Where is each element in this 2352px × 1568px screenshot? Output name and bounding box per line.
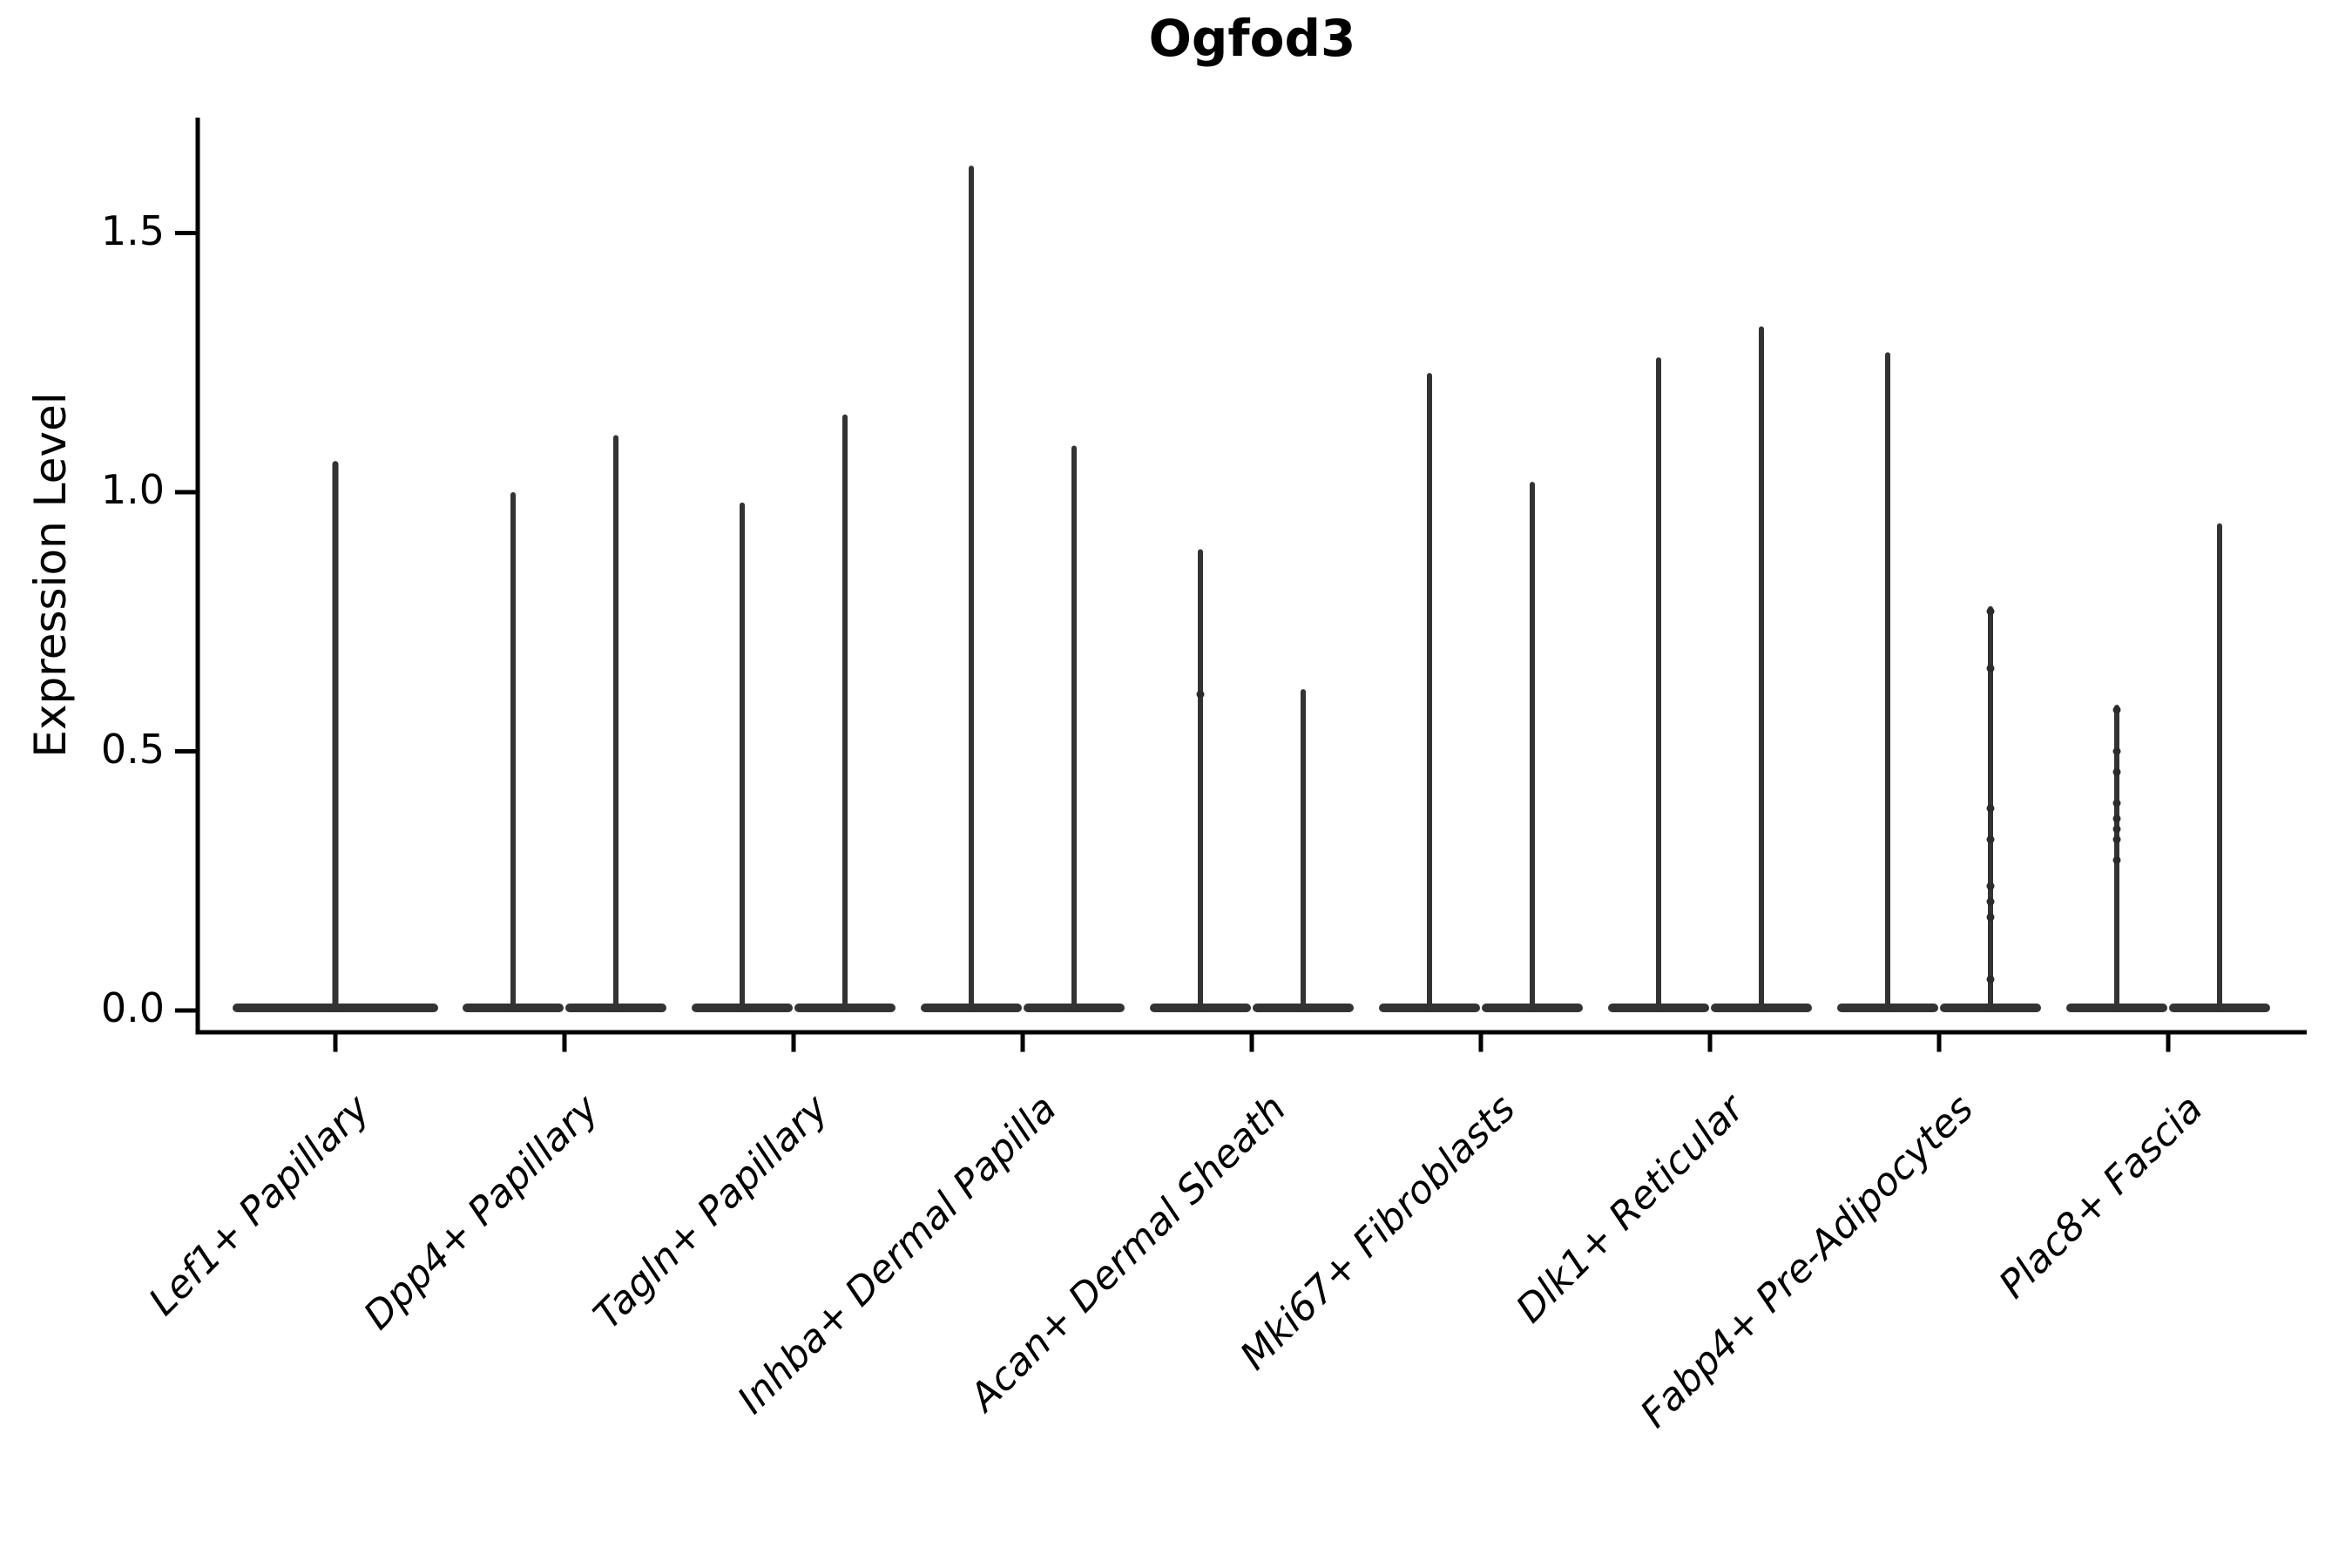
y-tick: [175, 490, 198, 495]
data-point: [1986, 835, 1995, 844]
y-tick-label: 0.0: [100, 984, 165, 1031]
violin-spike: [1427, 373, 1432, 1010]
chart-title: Ogfod3: [1148, 9, 1356, 68]
violin-spike: [2217, 523, 2222, 1010]
x-tick: [1707, 1034, 1713, 1052]
violin-spike: [1071, 445, 1077, 1010]
y-tick-label: 0.5: [100, 725, 165, 773]
y-axis-label: Expression Level: [25, 392, 76, 758]
data-point: [2112, 814, 2121, 823]
data-point: [1986, 882, 1995, 890]
x-tick: [333, 1034, 338, 1052]
data-point: [1986, 664, 1995, 672]
data-point: [1986, 913, 1995, 922]
data-point: [2112, 855, 2121, 864]
data-point: [2112, 799, 2121, 808]
y-axis-spine: [195, 118, 200, 1032]
y-tick: [175, 1008, 198, 1013]
data-point: [2112, 706, 2121, 714]
violin-spike: [969, 166, 974, 1010]
y-tick-label: 1.5: [100, 206, 165, 254]
violin-spike: [510, 492, 516, 1010]
violin-spike: [842, 414, 848, 1010]
violin-spike: [1530, 482, 1535, 1010]
y-tick: [175, 231, 198, 235]
violin-spike: [1301, 689, 1306, 1010]
x-tick: [1249, 1034, 1254, 1052]
x-tick: [562, 1034, 567, 1052]
x-tick: [1478, 1034, 1484, 1052]
violin-spike: [1759, 326, 1764, 1011]
data-point: [2112, 747, 2121, 755]
x-tick: [791, 1034, 796, 1052]
y-tick: [175, 749, 198, 754]
violin-spike: [1198, 549, 1203, 1010]
data-point: [2112, 825, 2121, 834]
violin-spike: [1885, 352, 1890, 1011]
violin-spike: [740, 502, 745, 1010]
data-point: [1986, 804, 1995, 813]
data-point: [2112, 767, 2121, 776]
x-axis-spine: [195, 1030, 2307, 1035]
data-point: [1986, 897, 1995, 906]
data-point: [1986, 607, 1995, 616]
y-tick-label: 1.0: [100, 466, 165, 513]
violin-spike: [1656, 357, 1661, 1010]
x-tick: [1936, 1034, 1942, 1052]
data-point: [1196, 690, 1205, 699]
data-point: [2112, 835, 2121, 844]
x-tick: [1020, 1034, 1025, 1052]
violin-spike: [613, 435, 618, 1010]
x-tick: [2166, 1034, 2171, 1052]
data-point: [1986, 975, 1995, 983]
violin-spike: [332, 461, 339, 1010]
